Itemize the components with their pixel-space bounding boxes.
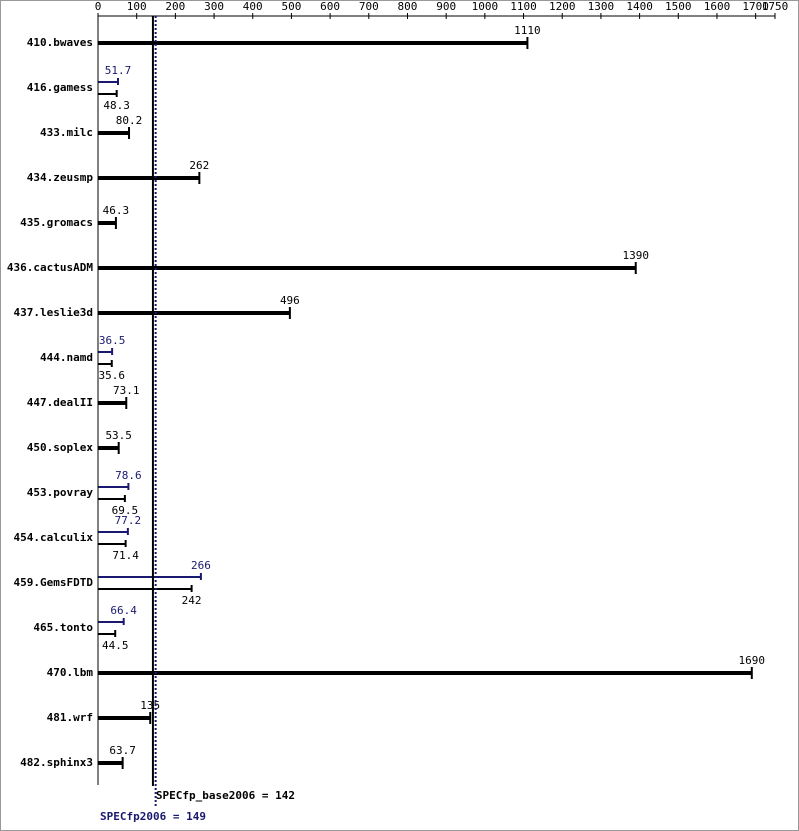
x-tick-label: 500: [281, 0, 301, 13]
x-tick-label: 1300: [588, 0, 615, 13]
bar: [98, 93, 117, 95]
bar: [98, 266, 636, 270]
x-tick-label: 1750: [762, 0, 789, 13]
bar: [98, 671, 752, 675]
value-label: 73.1: [113, 384, 140, 397]
bar: [98, 363, 112, 365]
x-tick-label: 1700: [742, 0, 769, 13]
x-tick-label: 300: [204, 0, 224, 13]
bar: [98, 621, 124, 623]
reference-label: SPECfp_base2006 = 142: [156, 789, 295, 802]
value-label: 63.7: [109, 744, 136, 757]
category-label: 470.lbm: [47, 666, 94, 679]
bar: [98, 716, 151, 720]
value-label: 242: [182, 594, 202, 607]
x-tick-label: 1500: [665, 0, 692, 13]
value-label: 77.2: [115, 514, 142, 527]
category-label: 454.calculix: [14, 531, 94, 544]
value-label: 66.4: [110, 604, 137, 617]
bar: [98, 761, 123, 765]
x-tick-label: 1200: [549, 0, 576, 13]
bar: [98, 633, 116, 635]
bar: [98, 486, 129, 488]
value-label: 71.4: [112, 549, 139, 562]
bar: [98, 81, 119, 83]
value-label: 36.5: [99, 334, 126, 347]
category-label: 434.zeusmp: [27, 171, 94, 184]
bar: [98, 176, 200, 180]
category-label: 465.tonto: [33, 621, 93, 634]
category-label: 436.cactusADM: [7, 261, 93, 274]
value-label: 266: [191, 559, 211, 572]
category-label: 450.soplex: [27, 441, 94, 454]
value-label: 1690: [739, 654, 766, 667]
x-tick-label: 1100: [510, 0, 537, 13]
x-tick-label: 800: [398, 0, 418, 13]
bar: [98, 543, 126, 545]
x-tick-label: 600: [320, 0, 340, 13]
bar: [98, 41, 528, 45]
value-label: 46.3: [103, 204, 130, 217]
category-label: 444.namd: [40, 351, 93, 364]
x-tick-label: 1600: [704, 0, 731, 13]
category-label: 447.dealII: [27, 396, 93, 409]
value-label: 69.5: [112, 504, 139, 517]
bar: [98, 446, 119, 450]
value-label: 35.6: [99, 369, 126, 382]
category-label: 453.povray: [27, 486, 94, 499]
reference-label: SPECfp2006 = 149: [100, 810, 206, 823]
x-tick-label: 1000: [472, 0, 499, 13]
category-label: 482.sphinx3: [20, 756, 93, 769]
x-tick-label: 900: [436, 0, 456, 13]
x-tick-label: 0: [95, 0, 102, 13]
bar: [98, 576, 201, 578]
bar: [98, 351, 113, 353]
category-label: 459.GemsFDTD: [14, 576, 94, 589]
category-label: 481.wrf: [47, 711, 93, 724]
value-label: 262: [189, 159, 209, 172]
category-label: 410.bwaves: [27, 36, 93, 49]
value-label: 44.5: [102, 639, 129, 652]
value-label: 496: [280, 294, 300, 307]
category-label: 437.leslie3d: [14, 306, 93, 319]
value-label: 53.5: [105, 429, 132, 442]
category-label: 416.gamess: [27, 81, 93, 94]
value-label: 51.7: [105, 64, 132, 77]
bar: [98, 221, 116, 225]
category-label: 433.milc: [40, 126, 93, 139]
value-label: 78.6: [115, 469, 142, 482]
bar: [98, 311, 290, 315]
value-label: 48.3: [103, 99, 130, 112]
x-tick-label: 200: [165, 0, 185, 13]
value-label: 80.2: [116, 114, 143, 127]
value-label: 1110: [514, 24, 541, 37]
x-tick-label: 400: [243, 0, 263, 13]
bar: [98, 588, 192, 590]
bar: [98, 531, 128, 533]
bar: [98, 131, 130, 135]
bar: [98, 401, 127, 405]
x-tick-label: 1400: [626, 0, 653, 13]
bar: [98, 498, 125, 500]
x-tick-label: 100: [127, 0, 147, 13]
value-label: 1390: [622, 249, 649, 262]
category-label: 435.gromacs: [20, 216, 93, 229]
value-label: 135: [140, 699, 160, 712]
x-tick-label: 700: [359, 0, 379, 13]
